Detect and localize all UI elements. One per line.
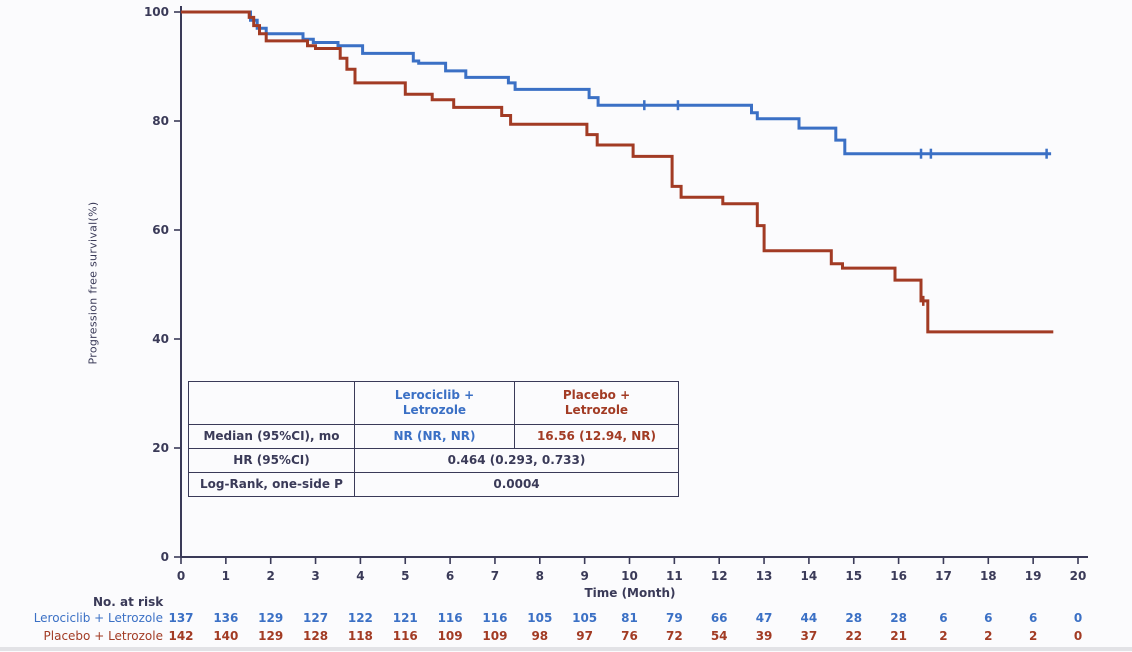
risk-count: 6	[984, 611, 993, 625]
x-tick-label: 17	[935, 569, 952, 583]
risk-count: 2	[1028, 629, 1038, 643]
risk-label-placebo: Placebo + Letrozole	[43, 629, 163, 643]
x-tick-label: 14	[801, 569, 818, 583]
risk-row-placebo: 142 140 129 128 118 116 109 109 98 97 76 72 54 39 37 22…	[0, 629, 1132, 645]
x-tick-label: 1	[222, 569, 230, 583]
risk-count: 129	[258, 611, 284, 625]
x-axis-title: Time (Month)	[584, 586, 676, 600]
risk-row-lerociclib: 137 136 129 127 122 121 116 116 105 105 81 79 66 47 44…	[0, 611, 1132, 627]
risk-count: 54	[710, 629, 728, 643]
y-tick-label: 40	[152, 332, 169, 346]
stats-hr-row: HR (95%CI) 0.464 (0.293, 0.733)	[188, 448, 679, 473]
risk-table-title: No. at risk	[93, 595, 164, 609]
risk-count: 81	[621, 611, 638, 625]
risk-count: 98	[531, 629, 549, 643]
x-tick-label: 5	[401, 569, 409, 583]
stats-table: Lerociclib + Letrozole Placebo + Letrozo…	[188, 381, 679, 497]
risk-count: 121	[392, 611, 418, 625]
risk-count: 72	[665, 629, 683, 643]
x-tick-label: 4	[356, 569, 364, 583]
y-axis-title: Progression free survival(%)	[86, 201, 100, 365]
risk-count: 28	[845, 611, 863, 625]
x-tick-label: 13	[756, 569, 773, 583]
logrank-value: 0.0004	[354, 472, 679, 497]
risk-count: 79	[665, 611, 683, 625]
risk-count: 2	[984, 629, 993, 643]
x-tick-label: 10	[621, 569, 638, 583]
risk-count: 136	[213, 611, 239, 625]
risk-count: 129	[258, 629, 284, 643]
hr-label: HR (95%CI)	[188, 448, 355, 473]
x-tick-label: 2	[267, 569, 275, 583]
hr-value: 0.464 (0.293, 0.733)	[354, 448, 679, 473]
risk-count: 116	[392, 629, 418, 643]
risk-count: 2	[939, 629, 948, 643]
x-tick-label: 3	[311, 569, 319, 583]
survival-curve-lerociclib-letrozole	[181, 10, 1052, 156]
median-value-placebo: 16.56 (12.94, NR)	[514, 424, 679, 449]
risk-count: 6	[1028, 611, 1038, 625]
risk-count: 37	[800, 629, 818, 643]
risk-count: 128	[303, 629, 329, 643]
x-tick-label: 20	[1070, 569, 1087, 583]
risk-count: 137	[168, 611, 194, 625]
risk-count: 116	[437, 611, 463, 625]
y-tick-label: 80	[152, 114, 169, 128]
risk-count: 22	[845, 629, 863, 643]
series-lerociclib-letrozole	[181, 10, 1052, 159]
risk-count: 116	[482, 611, 508, 625]
risk-count: 6	[939, 611, 948, 625]
stats-header-row: Lerociclib + Letrozole Placebo + Letrozo…	[188, 381, 679, 425]
risk-count: 105	[527, 611, 553, 625]
stats-col-lerociclib: Lerociclib + Letrozole	[354, 381, 515, 425]
logrank-label: Log-Rank, one-side P	[188, 472, 355, 497]
x-tick-label: 12	[711, 569, 728, 583]
y-tick-label: 0	[161, 550, 169, 564]
risk-count: 127	[303, 611, 329, 625]
risk-count: 140	[213, 629, 239, 643]
median-value-lerociclib: NR (NR, NR)	[354, 424, 515, 449]
risk-count: 0	[1073, 611, 1083, 625]
risk-count: 118	[347, 629, 373, 643]
risk-count: 21	[890, 629, 907, 643]
risk-count: 28	[890, 611, 907, 625]
x-tick-label: 18	[980, 569, 997, 583]
series-placebo-letrozole	[181, 10, 1054, 334]
stats-median-row: Median (95%CI), mo NR (NR, NR) 16.56 (12…	[188, 424, 679, 449]
y-tick-label: 100	[144, 5, 169, 19]
risk-count: 44	[800, 611, 818, 625]
risk-count: 109	[482, 629, 508, 643]
survival-curve-placebo-letrozole	[181, 10, 1054, 334]
risk-count: 109	[437, 629, 463, 643]
risk-count: 66	[710, 611, 728, 625]
stats-empty-cell	[188, 381, 355, 425]
risk-count: 122	[347, 611, 373, 625]
bottom-edge-artifact	[0, 647, 1132, 651]
risk-count: 76	[621, 629, 638, 643]
median-label: Median (95%CI), mo	[188, 424, 355, 449]
x-tick-label: 8	[536, 569, 544, 583]
x-tick-label: 11	[666, 569, 683, 583]
stats-logrank-row: Log-Rank, one-side P 0.0004	[188, 472, 679, 497]
risk-count: 97	[576, 629, 593, 643]
x-tick-label: 9	[580, 569, 588, 583]
risk-count: 47	[755, 611, 773, 625]
x-tick-label: 16	[890, 569, 907, 583]
x-tick-label: 15	[845, 569, 862, 583]
risk-count: 0	[1073, 629, 1083, 643]
risk-count: 105	[572, 611, 598, 625]
risk-count: 39	[755, 629, 773, 643]
x-tick-label: 19	[1025, 569, 1042, 583]
y-tick-label: 60	[152, 223, 169, 237]
x-tick-label: 6	[446, 569, 454, 583]
stats-col-placebo: Placebo + Letrozole	[514, 381, 679, 425]
x-tick-label: 7	[491, 569, 499, 583]
risk-label-lerociclib: Lerociclib + Letrozole	[33, 611, 163, 625]
risk-count: 142	[168, 629, 194, 643]
x-tick-label: 0	[177, 569, 185, 583]
y-tick-label: 20	[152, 441, 169, 455]
